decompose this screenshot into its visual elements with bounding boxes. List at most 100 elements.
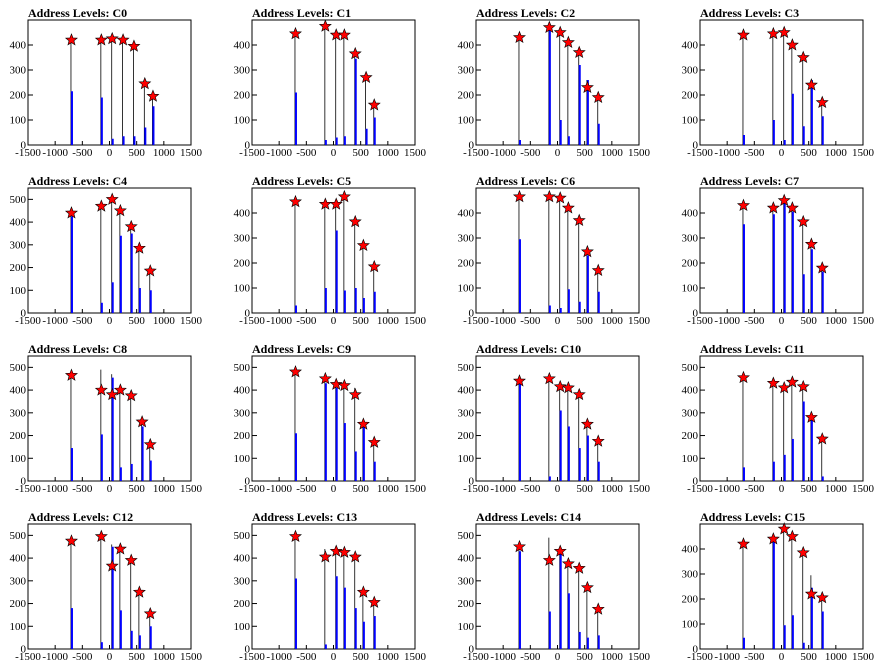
y-tick-label: 200 [458, 430, 475, 442]
x-tick-label: -1000 [714, 483, 740, 495]
y-tick-label: 400 [234, 208, 251, 220]
level-marker [337, 378, 351, 392]
level-marker [113, 383, 127, 396]
level-marker [64, 206, 78, 219]
y-tick-label: 300 [234, 407, 251, 419]
y-tick-label: 0 [21, 644, 27, 656]
y-tick-label: 500 [234, 362, 251, 374]
x-tick-label: 500 [800, 651, 817, 663]
x-tick-label: -500 [520, 147, 541, 159]
y-tick-label: 100 [234, 621, 251, 633]
level-marker [288, 529, 302, 543]
level-marker [553, 25, 567, 39]
level-marker [105, 31, 119, 45]
x-tick-label: 1000 [377, 483, 400, 495]
y-tick-label: 200 [682, 594, 699, 606]
x-tick-label: -500 [72, 147, 93, 159]
y-tick-label: 200 [682, 430, 699, 442]
y-tick-label: 100 [234, 453, 251, 465]
x-tick-label: 1000 [601, 315, 624, 327]
plot-frame [699, 523, 864, 650]
y-tick-label: 100 [10, 285, 27, 297]
y-tick-label: 0 [245, 644, 251, 656]
level-marker [367, 435, 381, 448]
level-marker [777, 522, 791, 535]
level-marker [105, 559, 119, 572]
y-tick-label: 0 [245, 140, 251, 152]
level-marker [132, 241, 146, 254]
x-tick-label: -1500 [687, 315, 713, 327]
x-tick-label: -500 [520, 651, 541, 663]
level-marker [94, 199, 108, 212]
y-tick-label: 300 [10, 65, 27, 77]
x-tick-label: 500 [576, 315, 593, 327]
level-marker [348, 46, 362, 60]
chart-title: Address Levels: C4 [28, 174, 127, 188]
x-tick-label: -500 [520, 483, 541, 495]
x-tick-label: 0 [331, 315, 337, 327]
x-tick-label: 500 [576, 483, 593, 495]
y-tick-label: 400 [458, 40, 475, 52]
y-tick-label: 500 [682, 362, 699, 374]
y-tick-label: 200 [234, 598, 251, 610]
level-marker [64, 534, 78, 547]
x-tick-label: 1000 [377, 651, 400, 663]
x-tick-label: 1000 [601, 147, 624, 159]
x-tick-label: -1500 [239, 315, 265, 327]
x-tick-label: 1000 [377, 315, 400, 327]
x-tick-label: -1000 [42, 483, 68, 495]
level-marker [591, 90, 605, 104]
level-marker [815, 590, 829, 604]
level-marker [580, 580, 594, 594]
plot-frame [475, 355, 640, 482]
plot-frame [475, 523, 640, 650]
x-tick-label: 500 [352, 147, 369, 159]
level-marker [348, 387, 362, 401]
x-tick-label: 1500 [404, 315, 427, 327]
x-tick-label: 0 [779, 147, 785, 159]
x-tick-label: 1000 [153, 147, 176, 159]
level-marker [561, 556, 575, 570]
y-tick-label: 200 [10, 90, 27, 102]
x-tick-label: 1000 [825, 651, 848, 663]
y-tick-label: 400 [458, 208, 475, 220]
level-marker [288, 26, 302, 40]
x-tick-label: 1500 [180, 483, 203, 495]
level-marker [146, 89, 160, 102]
level-marker [815, 95, 829, 109]
x-tick-label: -1500 [15, 651, 41, 663]
level-marker [318, 197, 332, 210]
level-marker [766, 532, 780, 545]
level-marker [367, 259, 381, 273]
x-tick-label: -1000 [714, 651, 740, 663]
level-marker [736, 198, 750, 212]
level-marker [288, 194, 302, 208]
level-marker [113, 203, 127, 217]
y-tick-label: 400 [10, 553, 27, 565]
y-tick-label: 300 [682, 407, 699, 419]
level-marker [580, 417, 594, 430]
level-marker [736, 370, 750, 384]
level-marker [777, 25, 791, 39]
x-tick-label: 1000 [825, 147, 848, 159]
chart-panel: Address Levels: C3 0 100 200 300 400 -1500 -100… [682, 6, 875, 159]
y-tick-label: 100 [10, 453, 27, 465]
x-tick-label: 1500 [404, 651, 427, 663]
y-tick-label: 400 [682, 208, 699, 220]
level-marker [542, 553, 556, 566]
x-tick-label: -1500 [463, 483, 489, 495]
chart-panel: Address Levels: C6 0 100 200 300 400 -1500 -100… [458, 174, 651, 327]
level-marker [124, 553, 138, 566]
y-tick-label: 400 [458, 385, 475, 397]
level-marker [785, 38, 799, 51]
x-tick-label: -1000 [490, 147, 516, 159]
y-tick-label: 200 [10, 598, 27, 610]
y-tick-label: 300 [458, 407, 475, 419]
x-tick-label: 1000 [601, 483, 624, 495]
level-marker [143, 264, 157, 277]
y-tick-label: 0 [693, 476, 699, 488]
level-marker [132, 585, 146, 598]
x-tick-label: 1000 [601, 651, 624, 663]
y-tick-label: 400 [10, 217, 27, 229]
level-marker [367, 98, 381, 111]
